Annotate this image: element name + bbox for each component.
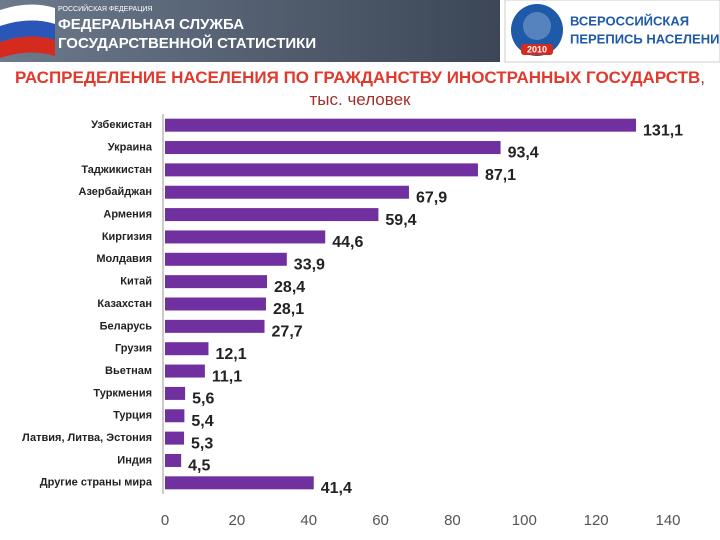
y-tick-label: Вьетнам: [105, 365, 152, 377]
bar: [165, 364, 205, 378]
bar: [165, 386, 186, 400]
y-tick-label: Азербайджан: [79, 186, 152, 198]
y-tick-label: Киргизия: [102, 231, 152, 243]
bar: [165, 275, 268, 289]
org-line: ГОСУДАРСТВЕННОЙ СТАТИСТИКИ: [58, 34, 316, 52]
unit: , тыс. человек: [309, 68, 706, 109]
flag-red: [0, 36, 55, 58]
x-tick-label: 100: [512, 512, 537, 529]
value-label: 93,4: [508, 145, 539, 162]
y-tick-label: Украина: [108, 141, 153, 153]
title-text: РАСПРЕДЕЛЕНИЕ НАСЕЛЕНИЯ ПО ГРАЖДАНСТВУ И…: [14, 68, 701, 87]
x-tick-label: 60: [372, 512, 389, 529]
logo-text: ПЕРЕПИСЬ НАСЕЛЕНИЯ: [570, 31, 720, 46]
bar: [165, 453, 182, 467]
logo-circle: [511, 4, 563, 56]
bar: [165, 230, 326, 244]
value-label: 44,6: [332, 234, 363, 251]
org-line: ФЕДЕРАЛЬНАЯ СЛУЖБА: [58, 16, 244, 33]
logo-year: 2010: [527, 44, 547, 54]
y-tick-label: Узбекистан: [91, 119, 152, 131]
y-tick-label: Туркмения: [93, 387, 152, 399]
value-label: 131,1: [643, 122, 683, 139]
value-label: 33,9: [294, 257, 325, 274]
x-tick-label: 140: [655, 512, 680, 529]
value-label: 28,4: [274, 279, 305, 296]
x-tick-label: 80: [444, 512, 461, 529]
y-tick-label: Молдавия: [96, 253, 152, 265]
value-label: 4,5: [188, 458, 210, 475]
bar: [165, 185, 409, 199]
y-tick-label: Латвия, Литва, Эстония: [22, 432, 152, 444]
y-tick-label: Армения: [103, 208, 152, 220]
value-label: 5,4: [191, 413, 213, 430]
y-tick-label: Казахстан: [97, 298, 152, 310]
bar: [165, 163, 478, 177]
y-tick-label: Турция: [113, 410, 152, 422]
bar: [165, 118, 637, 132]
value-label: 41,4: [321, 480, 352, 497]
chart-title: РАСПРЕДЕЛЕНИЕ НАСЕЛЕНИЯ ПО ГРАЖДАНСТВУ И…: [10, 67, 710, 111]
bar: [165, 431, 185, 445]
flag-white: [0, 4, 55, 26]
bar: [165, 252, 287, 266]
logo-year-box: [521, 44, 553, 55]
value-label: 67,9: [416, 189, 447, 206]
y-tick-label: Беларусь: [100, 320, 153, 332]
value-label: 27,7: [272, 324, 303, 341]
y-tick-label: Таджикистан: [81, 164, 152, 176]
value-label: 87,1: [485, 167, 516, 184]
x-tick-label: 120: [584, 512, 609, 529]
y-tick-label: Другие страны мира: [40, 477, 153, 489]
bar: [165, 319, 265, 333]
value-label: 28,1: [273, 301, 304, 318]
x-tick-label: 20: [229, 512, 246, 529]
bar: [165, 409, 185, 423]
header-banner: [0, 0, 500, 62]
org-small: РОССИЙСКАЯ ФЕДЕРАЦИЯ: [58, 4, 152, 13]
bar: [165, 208, 379, 222]
logo-people: [523, 12, 551, 40]
logo-text: ВСЕРОССИЙСКАЯ: [570, 13, 689, 28]
bar: [165, 342, 209, 356]
flag-blue: [0, 20, 55, 42]
bar: [165, 297, 266, 311]
y-tick-label: Грузия: [115, 343, 152, 355]
x-tick-label: 0: [161, 512, 169, 529]
value-label: 59,4: [385, 212, 416, 229]
bar: [165, 141, 501, 155]
y-tick-label: Индия: [117, 454, 152, 466]
bar: [165, 476, 314, 490]
value-label: 5,3: [191, 435, 213, 452]
value-label: 11,1: [212, 368, 242, 385]
value-label: 12,1: [215, 346, 246, 363]
value-label: 5,6: [192, 391, 214, 408]
x-tick-label: 40: [300, 512, 317, 529]
y-tick-label: Китай: [120, 276, 152, 288]
